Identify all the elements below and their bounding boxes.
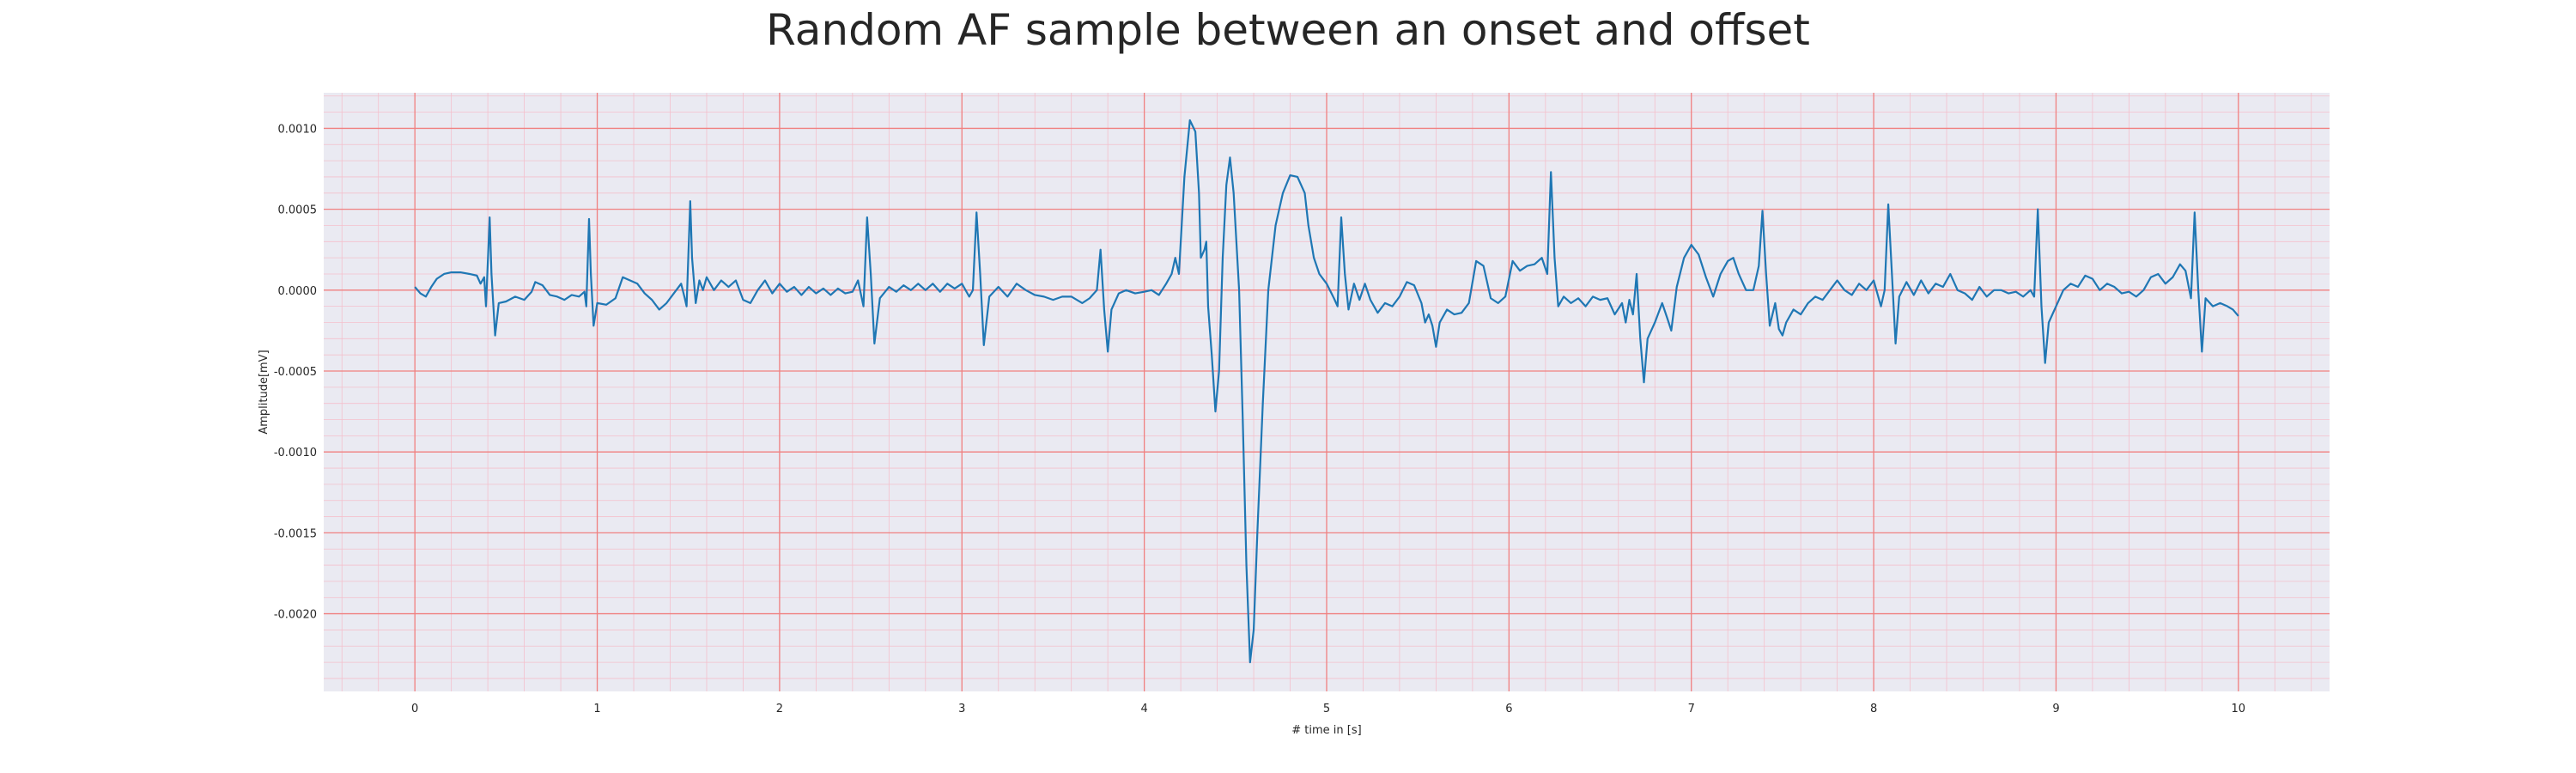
x-tick-label: 1 bbox=[593, 703, 600, 715]
y-tick-label: -0.0015 bbox=[274, 527, 317, 540]
signal-line bbox=[414, 119, 2239, 664]
x-tick-label: 9 bbox=[2052, 703, 2059, 715]
y-axis-label: Amplitude[mV] bbox=[258, 350, 270, 434]
y-tick-label: 0.0010 bbox=[278, 123, 318, 136]
x-tick-label: 7 bbox=[1688, 703, 1695, 715]
x-tick-label: 4 bbox=[1140, 703, 1147, 715]
y-tick-label: -0.0005 bbox=[274, 366, 317, 379]
x-axis-label: # time in [s] bbox=[1291, 724, 1361, 737]
x-tick-label: 2 bbox=[776, 703, 783, 715]
x-tick-label: 8 bbox=[1870, 703, 1877, 715]
x-tick-label: 0 bbox=[411, 703, 418, 715]
chart-title: Random AF sample between an onset and of… bbox=[766, 5, 1810, 55]
x-tick-labels: 0 1 2 3 4 5 6 7 8 9 10 bbox=[411, 703, 2245, 715]
y-tick-label: -0.0020 bbox=[274, 609, 317, 622]
x-tick-label: 6 bbox=[1505, 703, 1512, 715]
x-tick-label: 5 bbox=[1323, 703, 1330, 715]
y-tick-label: -0.0010 bbox=[274, 447, 317, 460]
y-tick-label: 0.0000 bbox=[278, 285, 318, 298]
x-tick-label: 10 bbox=[2232, 703, 2246, 715]
y-tick-label: 0.0005 bbox=[278, 204, 318, 217]
y-tick-labels: 0.0010 0.0005 0.0000 -0.0005 -0.0010 -0.0015 -… bbox=[274, 123, 317, 621]
x-tick-label: 3 bbox=[958, 703, 965, 715]
